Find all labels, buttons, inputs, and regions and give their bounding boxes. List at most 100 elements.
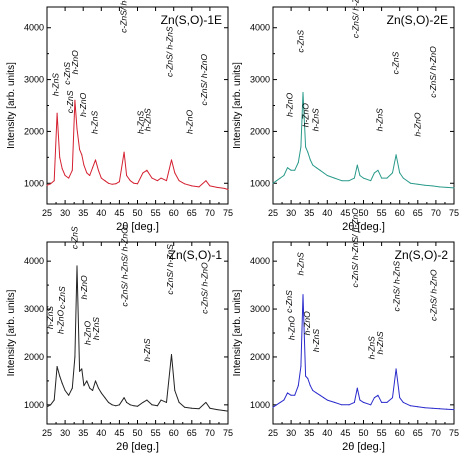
x-tick-label: 25 xyxy=(42,208,52,218)
data-point xyxy=(276,404,278,406)
data-point xyxy=(108,401,110,403)
data-point xyxy=(178,401,180,403)
peak-annotation: h-ZnO xyxy=(302,311,312,335)
data-point xyxy=(272,406,274,408)
peak-annotation: h-ZnS xyxy=(366,336,376,359)
x-tick-label: 50 xyxy=(132,208,142,218)
data-point xyxy=(111,183,113,185)
data-point xyxy=(111,404,113,406)
data-point xyxy=(50,404,52,406)
peak-annotation: h-ZnO xyxy=(185,110,195,134)
peak-annotation: c-ZnS xyxy=(284,290,294,313)
y-axis-label: Intensity [arb. units] xyxy=(6,289,17,376)
data-point xyxy=(191,185,193,187)
data-point xyxy=(297,162,299,164)
x-tick-label: 45 xyxy=(114,428,124,438)
x-tick-label: 55 xyxy=(151,208,161,218)
x-tick-label: 65 xyxy=(413,208,423,218)
x-tick-label: 70 xyxy=(205,208,215,218)
data-point xyxy=(104,397,106,399)
data-point xyxy=(146,169,148,171)
data-point xyxy=(326,399,328,401)
x-tick-label: 35 xyxy=(78,428,88,438)
peak-annotation: h-ZnS xyxy=(374,108,384,131)
data-point xyxy=(56,112,58,114)
data-point xyxy=(83,164,85,166)
x-axis-label: 2θ [deg.] xyxy=(116,221,159,233)
data-point xyxy=(302,294,304,296)
data-point xyxy=(133,182,135,184)
y-tick-label: 2000 xyxy=(24,352,44,362)
data-point xyxy=(81,154,83,156)
peak-annotation: h-ZnS xyxy=(375,331,385,354)
peak-annotation: c-ZnS xyxy=(295,30,305,53)
data-point xyxy=(373,397,375,399)
data-point xyxy=(165,401,167,403)
data-point xyxy=(108,182,110,184)
data-point xyxy=(300,146,302,148)
x-tick-label: 50 xyxy=(358,208,368,218)
data-point xyxy=(276,180,278,182)
data-point xyxy=(205,180,207,182)
y-axis-label: Intensity [arb. units] xyxy=(6,62,17,149)
panel-title: Zn(S,O)-1E xyxy=(161,13,222,27)
data-point xyxy=(283,174,285,176)
data-point xyxy=(377,169,379,171)
x-tick-label: 70 xyxy=(431,428,441,438)
x-tick-label: 60 xyxy=(395,208,405,218)
data-point xyxy=(319,169,321,171)
xrd-series-line xyxy=(272,294,455,411)
data-point xyxy=(309,385,311,387)
data-point xyxy=(104,180,106,182)
data-point xyxy=(399,397,401,399)
peak-annotation: h-ZnO xyxy=(82,320,92,344)
data-point xyxy=(223,187,225,189)
x-axis-label: 2θ [deg.] xyxy=(342,221,385,233)
data-point xyxy=(95,380,97,382)
x-tick-label: 25 xyxy=(268,208,278,218)
data-point xyxy=(68,394,70,396)
data-point xyxy=(74,99,76,101)
peak-annotation: h-ZnS xyxy=(135,111,145,134)
peak-annotation: h-ZnS xyxy=(90,111,100,134)
data-point xyxy=(142,401,144,403)
panel-title: Zn(S,O)-1 xyxy=(169,248,223,262)
data-point xyxy=(386,401,388,403)
data-point xyxy=(279,401,281,403)
panel-zns-1: 25 30 35 40 45 50 55 60 65 70 75 1000 2000 3000 4000 2θ… xyxy=(6,226,233,453)
data-point xyxy=(453,187,455,189)
data-point xyxy=(446,408,448,410)
peak-annotation: h-ZnS xyxy=(311,329,321,352)
data-point xyxy=(92,167,94,169)
data-point xyxy=(353,177,355,179)
data-point xyxy=(341,404,343,406)
peak-annotation: c-ZnS/ h-ZnS xyxy=(164,26,174,77)
y-tick-label: 3000 xyxy=(24,75,44,85)
data-point xyxy=(417,183,419,185)
data-point xyxy=(272,182,274,184)
data-point xyxy=(76,128,78,130)
y-tick-label: 2000 xyxy=(250,352,270,362)
data-point xyxy=(294,169,296,171)
data-point xyxy=(363,401,364,403)
data-point xyxy=(97,169,99,171)
data-point xyxy=(334,401,336,403)
x-tick-label: 50 xyxy=(358,428,368,438)
peak-annotation: h-ZnO xyxy=(300,103,310,127)
data-point xyxy=(312,164,314,166)
data-point xyxy=(348,404,350,406)
data-point xyxy=(123,151,125,153)
data-point xyxy=(97,387,99,389)
data-point xyxy=(286,167,288,169)
data-point xyxy=(431,185,433,187)
data-point xyxy=(81,368,83,370)
data-point xyxy=(198,408,200,410)
data-point xyxy=(61,168,63,170)
data-point xyxy=(381,177,383,179)
panel-title: Zn(S,O)-2 xyxy=(395,248,449,262)
data-point xyxy=(53,180,55,182)
x-tick-label: 45 xyxy=(340,428,350,438)
x-tick-label: 30 xyxy=(286,428,296,438)
data-point xyxy=(446,186,448,188)
